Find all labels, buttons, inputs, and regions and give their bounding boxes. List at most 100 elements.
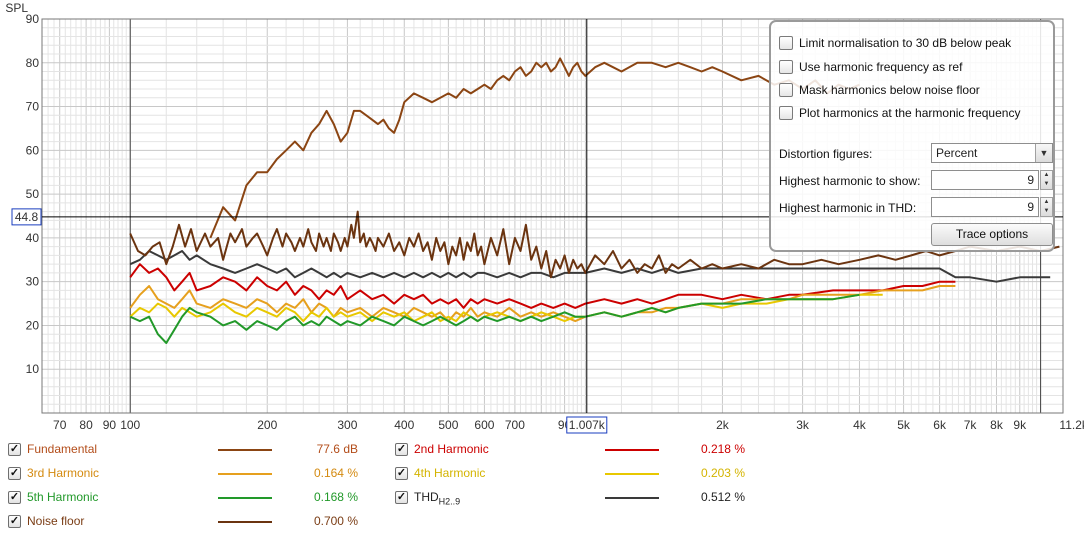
x-tick-label: 100 (120, 418, 140, 432)
x-tick-label: 9k (1013, 418, 1027, 432)
use-harmonic-freq-checkbox[interactable] (779, 60, 793, 74)
x-tick-label: 8k (990, 418, 1004, 432)
mask-harmonics-checkbox[interactable] (779, 83, 793, 97)
plot-harmonics-label: Plot harmonics at the harmonic frequency (799, 106, 1021, 120)
mask-harmonics-option[interactable]: Mask harmonics below noise floor (779, 80, 980, 100)
legend-value: 0.203 % (700, 466, 745, 480)
limit-normalisation-option[interactable]: Limit normalisation to 30 dB below peak (779, 33, 1011, 53)
x-tick-label: 80 (79, 418, 93, 432)
legend-value: 0.700 % (313, 514, 358, 528)
legend-swatch (218, 497, 272, 499)
highest-harmonic-thd-stepper[interactable]: ▲ ▼ (1040, 197, 1053, 217)
cursor-x-readout: 1.007k (569, 418, 606, 432)
legend-label: 3rd Harmonic (27, 466, 100, 480)
legend-label: THDH2..9 (414, 490, 460, 506)
highest-harmonic-thd-input[interactable]: 9 (931, 197, 1039, 217)
trace-options-button[interactable]: Trace options (931, 223, 1053, 246)
series-noise-floor (129, 210, 1060, 279)
legend-swatch (218, 473, 272, 475)
legend-item-fundamental[interactable]: ✓ Fundamental 77.6 dB (8, 441, 368, 459)
legend-swatch (605, 497, 659, 499)
x-tick-label: 3k (796, 418, 810, 432)
legend-label: Noise floor (27, 514, 85, 528)
y-tick-label: 80 (26, 56, 40, 70)
x-tick-label: 700 (505, 418, 525, 432)
legend-swatch (605, 449, 659, 451)
plot-frame (41, 18, 1064, 414)
legend-swatch (218, 521, 272, 523)
y-tick-label: 10 (26, 362, 40, 376)
limit-normalisation-checkbox[interactable] (779, 36, 793, 50)
x-tick-label: 500 (438, 418, 458, 432)
stepper-down-icon[interactable]: ▼ (1043, 208, 1050, 214)
x-tick-label: 600 (474, 418, 494, 432)
distortion-figures-label: Distortion figures: (779, 147, 873, 161)
legend-item-thd[interactable]: ✓ THDH2..9 0.512 % (395, 489, 755, 507)
options-panel: Limit normalisation to 30 dB below peak … (769, 20, 1055, 252)
y-tick-label: 60 (26, 143, 40, 157)
legend-value: 77.6 dB (316, 442, 358, 456)
y-tick-label: 40 (26, 231, 40, 245)
y-tick-label: 30 (26, 275, 40, 289)
highest-harmonic-thd-label: Highest harmonic in THD: (779, 201, 917, 215)
2nd-harmonic-checkbox[interactable]: ✓ (395, 443, 408, 456)
4th-harmonic-checkbox[interactable]: ✓ (395, 467, 408, 480)
series-5th-harmonic (129, 293, 860, 344)
3rd-harmonic-checkbox[interactable]: ✓ (8, 467, 21, 480)
legend-swatch (605, 473, 659, 475)
x-tick-label: 4k (853, 418, 867, 432)
thd-subscript: H2..9 (438, 496, 461, 507)
use-harmonic-freq-option[interactable]: Use harmonic frequency as ref (779, 57, 962, 77)
highest-harmonic-show-label: Highest harmonic to show: (779, 174, 921, 188)
series-fundamental (209, 57, 860, 239)
distortion-figures-select[interactable]: Percent ▼ (931, 143, 1053, 163)
cursor-y-readout: 44.8 (15, 210, 39, 224)
5th-harmonic-checkbox[interactable]: ✓ (8, 491, 21, 504)
series-thd (129, 250, 1051, 283)
legend-item-noise-floor[interactable]: ✓ Noise floor 0.700 % (8, 513, 368, 531)
stepper-up-icon[interactable]: ▲ (1043, 172, 1050, 178)
x-tick-label: 200 (257, 418, 277, 432)
stepper-up-icon[interactable]: ▲ (1043, 199, 1050, 205)
legend-value: 0.168 % (313, 490, 358, 504)
thd-name: THD (414, 490, 439, 504)
x-tick-label: 7k (964, 418, 978, 432)
x-tick-label: 2k (716, 418, 730, 432)
legend-label: Fundamental (27, 442, 98, 456)
x-tick-label: 300 (337, 418, 357, 432)
legend-label: 5th Harmonic (27, 490, 99, 504)
limit-normalisation-label: Limit normalisation to 30 dB below peak (799, 36, 1012, 50)
series-2nd-harmonic (129, 263, 956, 309)
x-tick-label: 11.2kHz (1059, 418, 1084, 432)
use-harmonic-freq-label: Use harmonic frequency as ref (799, 60, 963, 74)
thd-checkbox[interactable]: ✓ (395, 491, 408, 504)
legend-label: 2nd Harmonic (414, 442, 489, 456)
cursor-y-readout-box (11, 208, 42, 226)
legend-label: 4th Harmonic (414, 466, 486, 480)
highest-harmonic-show-stepper[interactable]: ▲ ▼ (1040, 170, 1053, 190)
legend-value: 0.218 % (700, 442, 745, 456)
series-layer (129, 57, 1060, 344)
x-tick-label: 400 (394, 418, 414, 432)
legend-item-5th-harmonic[interactable]: ✓ 5th Harmonic 0.168 % (8, 489, 368, 507)
legend-value: 0.164 % (313, 466, 358, 480)
distortion-figures-value: Percent (936, 146, 978, 160)
x-tick-label: 5k (897, 418, 911, 432)
y-tick-label: 70 (26, 100, 40, 114)
x-tick-label: 90 (103, 418, 117, 432)
mask-harmonics-label: Mask harmonics below noise floor (799, 83, 980, 97)
legend-value: 0.512 % (700, 490, 745, 504)
noise-floor-checkbox[interactable]: ✓ (8, 515, 21, 528)
stepper-down-icon[interactable]: ▼ (1043, 181, 1050, 187)
y-tick-label: 50 (26, 187, 40, 201)
highest-harmonic-show-input[interactable]: 9 (931, 170, 1039, 190)
legend-item-4th-harmonic[interactable]: ✓ 4th Harmonic 0.203 % (395, 465, 755, 483)
fundamental-checkbox[interactable]: ✓ (8, 443, 21, 456)
chevron-down-icon[interactable]: ▼ (1035, 144, 1052, 162)
plot-harmonics-checkbox[interactable] (779, 106, 793, 120)
y-tick-label: 90 (26, 12, 40, 26)
legend-item-2nd-harmonic[interactable]: ✓ 2nd Harmonic 0.218 % (395, 441, 755, 459)
plot-harmonics-option[interactable]: Plot harmonics at the harmonic frequency (779, 103, 1020, 123)
legend-item-3rd-harmonic[interactable]: ✓ 3rd Harmonic 0.164 % (8, 465, 368, 483)
